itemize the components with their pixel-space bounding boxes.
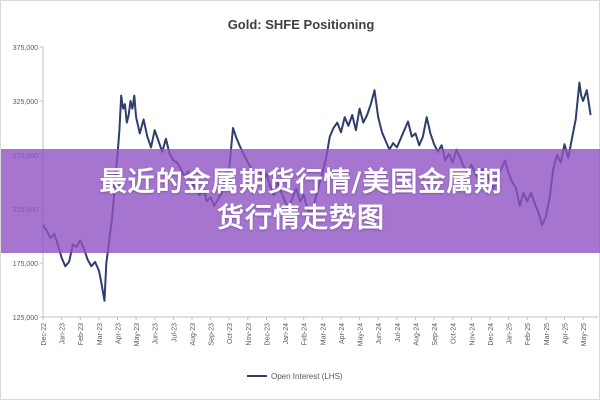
x-tick-label: Dec-23 [264, 323, 271, 346]
x-tick-label: Jan-24 [283, 323, 290, 345]
y-tick-label: 125,000 [13, 315, 38, 322]
x-tick-label: Mar-25 [544, 323, 551, 345]
x-tick-label: Apr-24 [339, 323, 346, 344]
x-axis-ticks: Dec-22 Jan-23 Feb-23 Mar-23 Apr-23 May-23 Jun-… [41, 317, 588, 346]
x-tick-label: Nov-24 [469, 323, 476, 346]
x-tick-label: May-24 [358, 323, 365, 346]
x-tick-label: Oct-23 [227, 323, 234, 344]
x-tick-label: Jun-24 [376, 323, 383, 345]
x-tick-label: Dec-22 [41, 323, 48, 346]
x-tick-label: May-23 [134, 323, 141, 346]
x-tick-label: Feb-23 [78, 323, 85, 345]
overlay-line-1: 最近的金属期货行情/美国金属期 [99, 167, 503, 198]
x-tick-label: Nov-23 [246, 323, 253, 346]
x-tick-label: Jun-23 [153, 323, 160, 345]
x-tick-label: Sep-24 [432, 323, 439, 346]
x-tick-label: Dec-24 [488, 323, 495, 346]
x-tick-label: Jul-23 [171, 323, 178, 342]
x-tick-label: Feb-25 [525, 323, 532, 345]
y-tick-label: 375,000 [13, 45, 38, 52]
x-tick-label: Oct-24 [451, 323, 458, 344]
x-tick-label: Jan-25 [507, 323, 514, 345]
x-tick-label: Feb-24 [302, 323, 309, 345]
x-tick-label: Aug-23 [190, 323, 197, 346]
x-tick-label: Mar-23 [97, 323, 104, 345]
x-tick-label: Aug-24 [413, 323, 420, 346]
x-tick-label: Apr-23 [115, 323, 122, 344]
y-tick-label: 325,000 [13, 99, 38, 106]
chart-title: Gold: SHFE Positioning [228, 17, 375, 32]
overlay-line-2: 货行情走势图 [217, 203, 385, 234]
legend-label: Open Interest (LHS) [271, 372, 343, 381]
y-tick-label: 175,000 [13, 261, 38, 268]
x-tick-label: Sep-23 [209, 323, 216, 346]
x-tick-label: May-25 [581, 323, 588, 346]
x-tick-label: Mar-24 [320, 323, 327, 345]
title-overlay-banner: 最近的金属期货行情/美国金属期 货行情走势图 [1, 149, 600, 253]
x-tick-label: Jan-23 [60, 323, 67, 345]
legend: Open Interest (LHS) [247, 372, 343, 381]
x-tick-label: Jul-24 [395, 323, 402, 342]
x-tick-label: Apr-25 [562, 323, 569, 344]
